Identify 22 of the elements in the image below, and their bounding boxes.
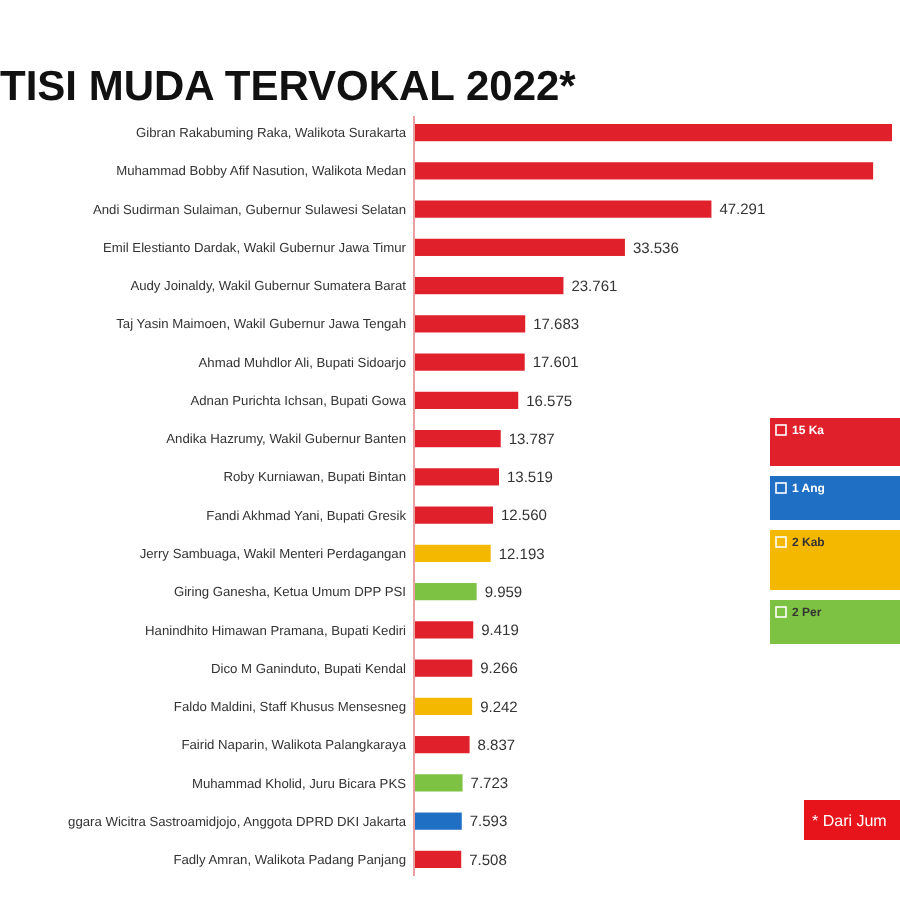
bar: [414, 583, 477, 601]
bar: [414, 697, 473, 715]
bar: [414, 430, 501, 448]
bar: [414, 315, 526, 333]
bar: [414, 544, 491, 562]
bar: [414, 200, 712, 218]
bar: [414, 659, 473, 677]
bar: [414, 277, 564, 295]
bar: [414, 391, 519, 409]
bar: [414, 850, 462, 868]
bar: [414, 353, 525, 371]
bar: [414, 124, 892, 142]
bar: [414, 506, 493, 524]
bar: [414, 774, 463, 792]
bar: [414, 736, 470, 754]
bar: [414, 238, 625, 256]
bar: [414, 468, 500, 486]
chart-title: TISI MUDA TERVOKAL 2022*: [0, 64, 578, 110]
bar: [414, 621, 474, 639]
bar: [414, 812, 462, 830]
bar: [414, 162, 874, 180]
annotation: * Dari Jum: [812, 812, 888, 830]
